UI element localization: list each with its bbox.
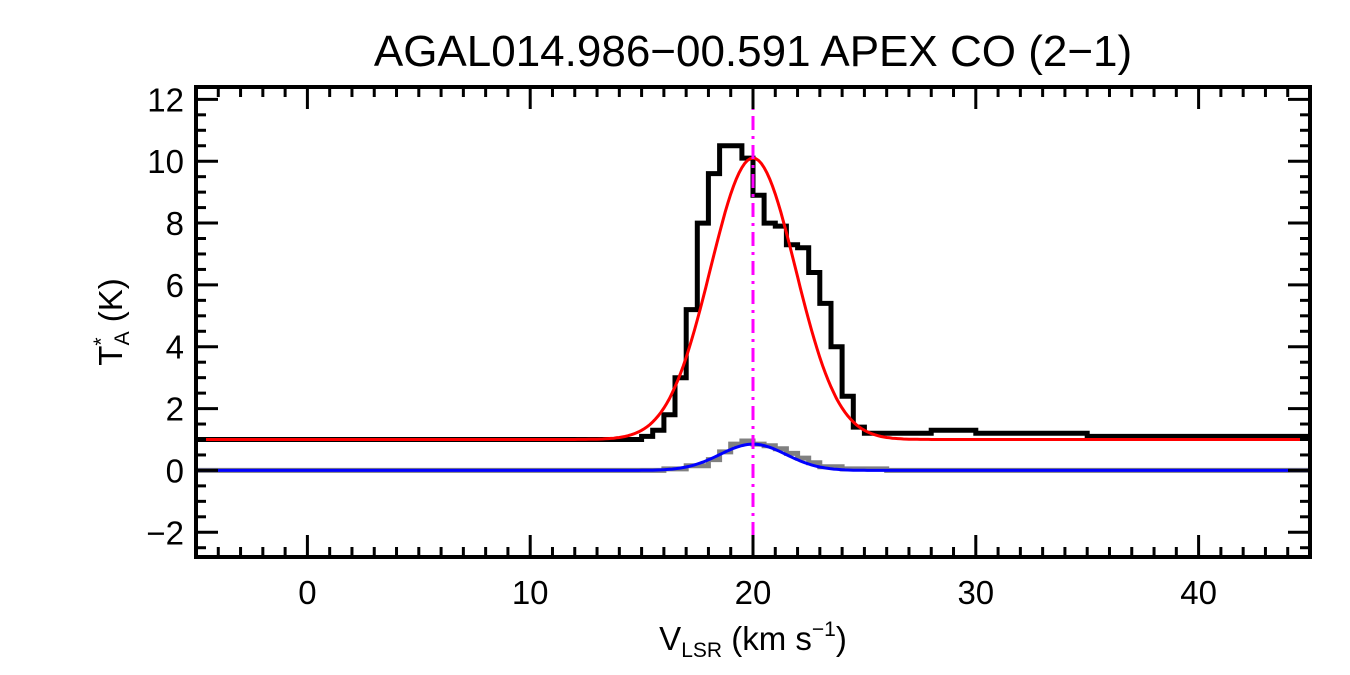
x-tick-label: 30 [957,574,994,611]
chart-title: AGAL014.986−00.591 APEX CO (2−1) [374,27,1132,76]
y-tick-label: 0 [166,452,184,489]
y-tick-labels: −2 0 2 4 6 8 10 12 [146,81,184,551]
plot-area [196,87,1310,557]
series-spectrum-offset-1-k [196,143,1310,442]
y-tick-label: 8 [166,205,184,242]
y-tick-label: 2 [166,391,184,428]
x-tick-label: 10 [512,574,549,611]
y-tick-label: 12 [147,81,184,118]
x-tick-label: 40 [1180,574,1217,611]
y-tick-label: 4 [166,329,184,366]
x-tick-labels: 0 10 20 30 40 [298,574,1217,611]
y-axis-label: T*A (K) [90,278,134,366]
y-tick-label: 6 [166,267,184,304]
y-tick-label: −2 [146,514,184,551]
x-tick-label: 0 [298,574,316,611]
y-tick-label: 10 [147,143,184,180]
axis-ticks [194,87,1312,557]
x-tick-label: 20 [735,574,772,611]
x-axis-label: VLSR (km s−1) [659,618,847,662]
